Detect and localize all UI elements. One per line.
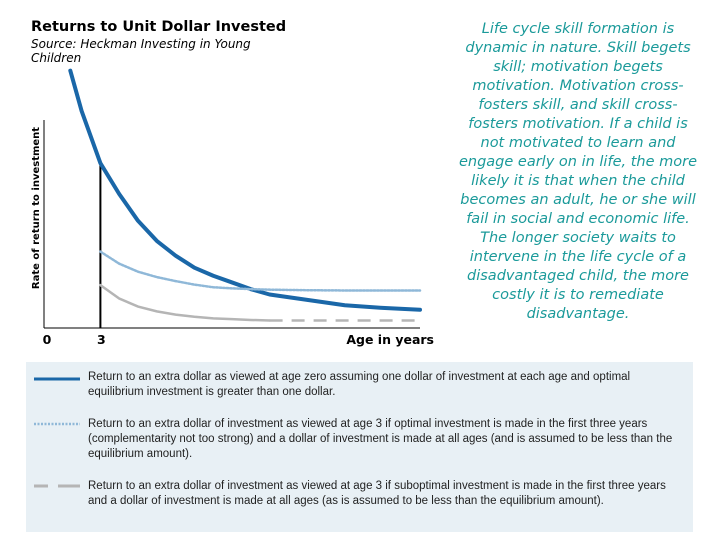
legend-swatch-dashed <box>34 484 80 488</box>
chart-source: Source: Heckman Investing in Young Child… <box>31 37 251 65</box>
x-tick-label: 0 <box>43 332 52 347</box>
legend-label-dashed: Return to an extra dollar of investment … <box>88 480 666 507</box>
quote-text: Life cycle skill formation is dynamic in… <box>458 21 697 322</box>
chart-title: Returns to Unit Dollar Invested <box>31 19 287 35</box>
legend-label-solid: Return to an extra dollar as viewed at a… <box>88 371 631 398</box>
y-axis-label: Rate of return to investment <box>31 127 42 289</box>
series-line-dashed <box>99 283 271 322</box>
returns-chart: 0 3 Age in years Rate of return to investme… <box>31 68 434 347</box>
legend-label-dotted: Return to an extra dollar of investment … <box>88 418 673 460</box>
chart-legend: Return to an extra dollar as viewed at a… <box>26 362 693 532</box>
x-tick-label: 3 <box>97 332 106 347</box>
x-axis-label: Age in years <box>346 332 434 347</box>
series-line-solid <box>68 68 422 312</box>
series-line-dotted <box>99 250 422 292</box>
legend-swatch-dotted <box>34 422 80 426</box>
legend-swatch-solid <box>34 377 80 381</box>
